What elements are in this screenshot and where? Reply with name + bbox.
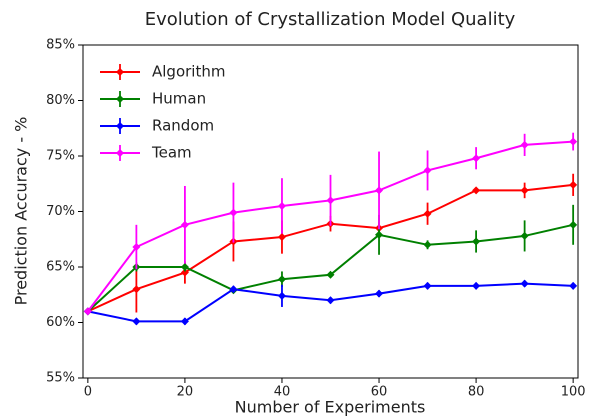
legend-label: Human: [152, 90, 206, 108]
legend-label: Team: [151, 144, 192, 162]
legend-label: Algorithm: [152, 63, 225, 81]
data-point: [375, 289, 384, 298]
data-point: [180, 263, 189, 271]
data-point: [326, 270, 335, 279]
data-point: [132, 317, 141, 326]
data-point: [277, 201, 286, 210]
data-point: [472, 154, 481, 163]
data-point: [423, 166, 432, 175]
data-point: [472, 237, 481, 246]
data-point: [520, 140, 529, 149]
data-point: [569, 180, 578, 189]
legend-marker: [116, 95, 124, 103]
y-axis-label: Prediction Accuracy - %: [12, 117, 31, 306]
data-point: [472, 281, 481, 290]
data-point: [326, 296, 335, 305]
chart-title: Evolution of Crystallization Model Quali…: [145, 9, 516, 30]
y-tick-label: 60%: [46, 315, 75, 330]
data-point: [520, 231, 529, 240]
data-point: [277, 233, 286, 242]
y-tick-label: 70%: [46, 204, 75, 219]
y-tick-label: 85%: [46, 38, 75, 53]
data-point: [423, 209, 432, 218]
data-point: [569, 137, 578, 146]
x-tick-label: 60: [371, 385, 388, 400]
data-point: [326, 196, 335, 205]
data-point: [277, 291, 286, 300]
data-point: [375, 230, 384, 239]
data-point: [375, 186, 384, 195]
x-tick-label: 0: [84, 385, 92, 400]
x-tick-label: 20: [177, 385, 194, 400]
x-axis-label: Number of Experiments: [235, 398, 426, 417]
data-point: [277, 275, 286, 284]
legend-marker: [116, 68, 124, 76]
data-point: [423, 281, 432, 290]
data-point: [569, 281, 578, 290]
x-tick-label: 80: [468, 385, 485, 400]
data-point: [132, 243, 141, 252]
x-tick-label: 100: [561, 385, 586, 400]
y-tick-label: 65%: [46, 260, 75, 275]
y-tick-label: 75%: [46, 149, 75, 164]
data-point: [569, 220, 578, 229]
y-tick-label: 55%: [46, 371, 75, 386]
legend-marker: [116, 122, 124, 130]
legend-label: Random: [152, 117, 214, 135]
data-point: [229, 208, 238, 217]
data-point: [83, 307, 92, 316]
data-point: [472, 186, 481, 195]
data-point: [520, 279, 529, 288]
data-point: [132, 285, 141, 294]
data-point: [520, 186, 529, 195]
y-tick-label: 80%: [46, 93, 75, 108]
legend-marker: [116, 149, 124, 157]
x-tick-label: 40: [274, 385, 291, 400]
data-point: [180, 317, 189, 326]
data-point: [229, 285, 238, 294]
data-point: [180, 268, 189, 277]
data-point: [180, 220, 189, 229]
data-point: [423, 240, 432, 249]
